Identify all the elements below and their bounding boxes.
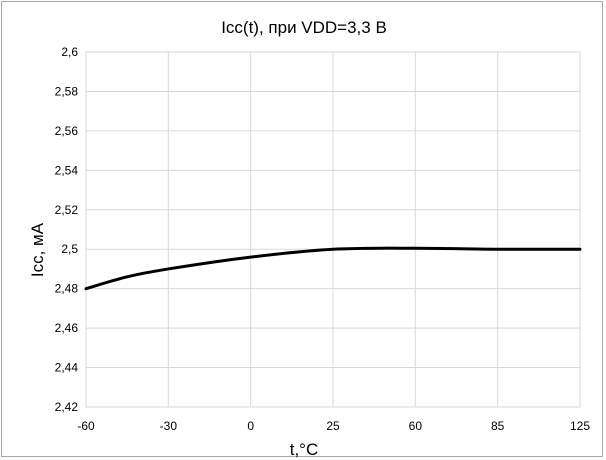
y-tick-label: 2,56 (55, 124, 79, 138)
x-tick-label: 85 (491, 419, 505, 433)
y-tick-label: 2,46 (55, 321, 79, 335)
y-tick-label: 2,52 (55, 203, 79, 217)
y-axis-ticks: 2,42 2,44 2,46 2,48 2,5 2,52 2,54 2,56 2,58 2,6 (55, 45, 79, 414)
y-tick-label: 2,58 (55, 84, 79, 98)
series-line (84, 246, 582, 291)
x-axis-ticks: -60 -30 0 25 60 85 125 (77, 419, 590, 433)
x-tick-label: 125 (570, 419, 590, 433)
chart-title: Icc(t), при VDD=3,3 В (221, 18, 387, 37)
y-tick-label: 2,5 (61, 242, 78, 256)
y-axis-title: Icc, мА (28, 222, 47, 277)
grid-lines (85, 51, 581, 408)
x-tick-label: 25 (326, 419, 340, 433)
x-axis-title: t,°C (290, 440, 319, 459)
x-tick-label: -60 (77, 419, 95, 433)
x-tick-label: -30 (160, 419, 178, 433)
x-tick-label: 0 (247, 419, 254, 433)
y-tick-label: 2,44 (55, 361, 79, 375)
x-tick-label: 60 (409, 419, 423, 433)
series-lines (84, 246, 582, 291)
y-tick-label: 2,54 (55, 163, 79, 177)
y-tick-label: 2,6 (61, 45, 78, 59)
plot-area-border (85, 51, 581, 408)
y-tick-label: 2,48 (55, 282, 79, 296)
y-tick-label: 2,42 (55, 400, 79, 414)
